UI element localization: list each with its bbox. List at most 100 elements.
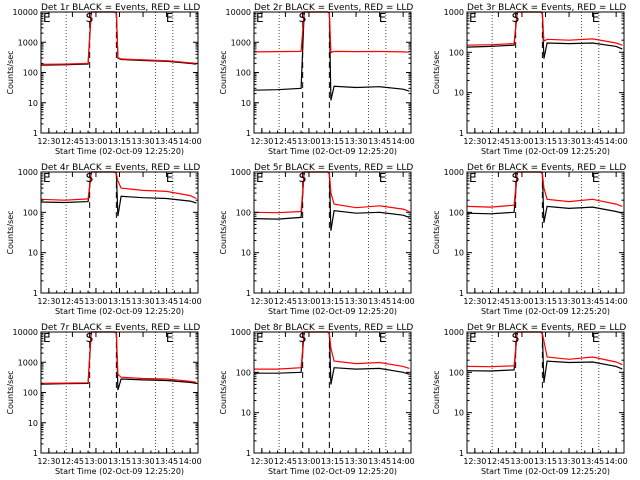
series-events	[253, 11, 410, 101]
x-tick-label: 12:45	[61, 457, 84, 466]
region-marker-label: E	[469, 11, 477, 25]
y-tick-label: 10	[454, 249, 464, 258]
y-tick-label: 100	[23, 389, 38, 398]
y-tick-label: 100	[449, 368, 464, 377]
region-marker-label: E	[592, 11, 600, 25]
series-events	[40, 171, 197, 217]
y-tick-label: 1	[246, 289, 251, 298]
panel-title: Det 5r BLACK = Events, RED = LLD	[254, 163, 413, 173]
x-tick-label: 13:15	[321, 137, 344, 146]
x-axis-label: Start Time (02-Oct-09 12:25:20)	[55, 147, 184, 156]
y-tick-label: 10000	[226, 8, 251, 17]
region-marker-label: E	[256, 11, 264, 25]
series-lld	[253, 11, 410, 54]
series-lld	[466, 11, 623, 46]
y-axis-label: Counts/sec	[219, 50, 228, 94]
x-tick-label: 13:30	[345, 137, 368, 146]
x-tick-label: 12:45	[61, 297, 84, 306]
region-marker-label: S	[86, 11, 94, 25]
region-marker-label: S	[299, 331, 307, 345]
y-tick-label: 1000	[231, 38, 251, 47]
series-lld	[40, 11, 197, 65]
x-tick-label: 14:00	[605, 457, 628, 466]
x-tick-label: 12:45	[274, 137, 297, 146]
x-tick-label: 12:30	[463, 137, 486, 146]
x-tick-label: 13:15	[534, 137, 557, 146]
x-tick-label: 12:45	[487, 297, 510, 306]
region-marker-label: E	[256, 331, 264, 345]
region-marker-label: S	[299, 11, 307, 25]
y-tick-label: 10	[28, 419, 38, 428]
region-marker-label: E	[43, 331, 51, 345]
region-marker-label: E	[379, 11, 387, 25]
x-tick-label: 13:15	[108, 297, 131, 306]
y-tick-label: 10	[454, 409, 464, 418]
y-axis-label: Counts/sec	[6, 370, 15, 414]
y-tick-label: 100	[236, 208, 251, 217]
x-tick-label: 14:00	[392, 297, 415, 306]
plot-frame	[466, 171, 625, 294]
x-tick-label: 13:00	[297, 457, 320, 466]
y-tick-label: 1000	[444, 168, 464, 177]
x-tick-label: 14:00	[392, 457, 415, 466]
plot-frame	[253, 11, 412, 134]
series-lld	[253, 171, 410, 214]
x-tick-label: 13:45	[368, 297, 391, 306]
y-tick-label: 1	[246, 129, 251, 138]
x-tick-label: 13:15	[108, 457, 131, 466]
y-tick-label: 10	[241, 249, 251, 258]
y-tick-label: 1000	[444, 328, 464, 337]
y-tick-label: 1000	[231, 328, 251, 337]
y-tick-label: 1	[459, 129, 464, 138]
y-tick-label: 100	[449, 48, 464, 57]
y-axis-label: Counts/sec	[432, 50, 441, 94]
plot-frame	[40, 171, 199, 294]
x-axis-label: Start Time (02-Oct-09 12:25:20)	[55, 467, 184, 476]
x-tick-label: 13:30	[558, 297, 581, 306]
series-events	[254, 331, 410, 385]
x-tick-label: 14:00	[605, 297, 628, 306]
x-tick-label: 12:45	[487, 457, 510, 466]
y-axis-label: Counts/sec	[219, 370, 228, 414]
panel-title: Det 7r BLACK = Events, RED = LLD	[41, 323, 200, 333]
x-tick-label: 13:45	[155, 137, 178, 146]
x-tick-label: 13:00	[510, 297, 533, 306]
x-tick-label: 14:00	[605, 137, 628, 146]
series-lld	[40, 331, 197, 384]
x-tick-label: 12:30	[37, 457, 60, 466]
series-lld	[466, 331, 623, 368]
y-tick-label: 100	[236, 69, 251, 78]
y-tick-label: 10	[28, 249, 38, 258]
region-marker-label: S	[86, 171, 94, 185]
y-tick-label: 10	[241, 409, 251, 418]
y-tick-label: 1	[459, 289, 464, 298]
y-tick-label: 10	[241, 99, 251, 108]
plot-frame	[466, 11, 625, 134]
region-marker-label: S	[86, 331, 94, 345]
region-marker-label: E	[43, 11, 51, 25]
x-axis-label: Start Time (02-Oct-09 12:25:20)	[481, 307, 610, 316]
x-tick-label: 12:45	[61, 137, 84, 146]
series-events	[466, 171, 623, 223]
panel-title: Det 8r BLACK = Events, RED = LLD	[254, 323, 413, 333]
x-tick-label: 12:30	[37, 297, 60, 306]
x-tick-label: 13:45	[581, 297, 604, 306]
y-tick-label: 1	[33, 129, 38, 138]
x-tick-label: 13:30	[132, 297, 155, 306]
x-tick-label: 13:45	[155, 457, 178, 466]
plot-frame	[40, 11, 199, 134]
y-tick-label: 1000	[444, 8, 464, 17]
y-tick-label: 1000	[18, 168, 38, 177]
region-marker-label: E	[166, 171, 174, 185]
series-lld	[466, 171, 623, 208]
y-tick-label: 100	[236, 368, 251, 377]
x-tick-label: 12:30	[463, 297, 486, 306]
x-tick-label: 14:00	[179, 457, 202, 466]
x-tick-label: 13:30	[345, 297, 368, 306]
y-tick-label: 1000	[18, 38, 38, 47]
series-lld	[40, 171, 197, 201]
